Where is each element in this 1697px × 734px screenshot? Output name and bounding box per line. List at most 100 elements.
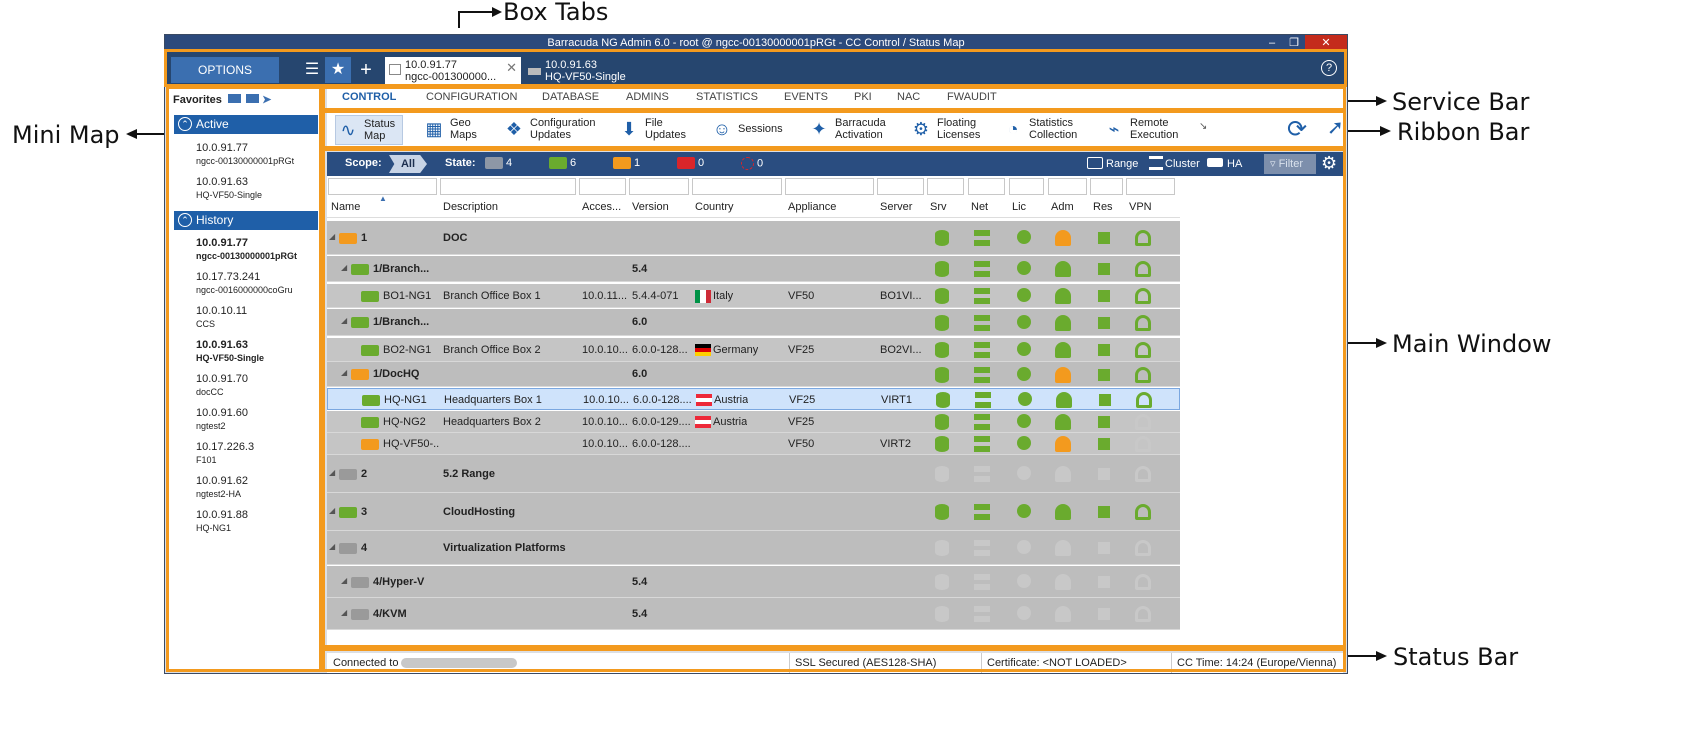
expand-toggle-icon[interactable]: ◢ (341, 607, 348, 617)
sidebar-box-entry[interactable]: 10.0.91.63 HQ-VF50-Single (196, 339, 264, 365)
column-header-adm[interactable]: Adm (1051, 201, 1074, 213)
license-status-icon[interactable] (1017, 574, 1031, 588)
license-status-icon[interactable] (1017, 230, 1031, 244)
restore-icon[interactable]: ❐ (1289, 37, 1299, 49)
expand-toggle-icon[interactable]: ◢ (341, 575, 348, 585)
ribbon-button-statistics-collection[interactable]: ◔ Statistics Collection (1001, 115, 1091, 145)
service-status-icon[interactable] (935, 504, 949, 520)
table-row[interactable]: ◢ 2 5.2 Range (327, 455, 1180, 493)
pin-icon[interactable]: ➤ (262, 94, 272, 106)
column-filter-input[interactable] (968, 178, 1005, 195)
service-status-icon[interactable] (935, 606, 949, 622)
table-row[interactable]: HQ-VF50-... 10.0.10... 6.0.0-128.... VF50 VI… (327, 433, 1180, 455)
state-unknown-filter[interactable]: 4 (485, 157, 512, 170)
admin-status-icon[interactable] (1055, 574, 1071, 590)
expand-toggle-icon[interactable]: ◢ (329, 505, 336, 515)
column-header-acces[interactable]: Acces... (582, 201, 622, 213)
service-tab-statistics[interactable]: STATISTICS (696, 91, 758, 103)
column-filter-input[interactable] (785, 178, 874, 195)
vpn-status-icon[interactable] (1135, 504, 1151, 520)
ha-icon[interactable] (1207, 158, 1223, 167)
scope-all-button[interactable]: All (389, 155, 427, 173)
state-ok-filter[interactable]: 6 (549, 157, 576, 170)
vpn-status-icon[interactable] (1135, 314, 1151, 331)
table-row[interactable]: ◢ 4/KVM 5.4 (327, 598, 1180, 630)
service-status-icon[interactable] (935, 261, 949, 277)
vpn-status-icon[interactable] (1135, 414, 1151, 430)
vpn-status-icon[interactable] (1135, 366, 1151, 383)
network-status-icon[interactable] (974, 466, 990, 482)
service-tab-control[interactable]: CONTROL (342, 91, 397, 103)
ribbon-expand-icon[interactable]: ↘ (1199, 121, 1208, 132)
column-filter-input[interactable] (328, 178, 437, 195)
column-filter-input[interactable] (1126, 178, 1175, 195)
network-status-icon[interactable] (974, 436, 990, 452)
ha-toggle[interactable]: HA (1227, 158, 1243, 170)
vpn-status-icon[interactable] (1135, 436, 1151, 452)
resource-status-icon[interactable] (1098, 368, 1110, 381)
admin-status-icon[interactable] (1055, 466, 1071, 482)
table-row[interactable]: ◢ 4/Hyper-V 5.4 (327, 566, 1180, 598)
admin-status-icon[interactable] (1055, 261, 1071, 277)
ribbon-button-sessions[interactable]: ☺ Sessions (710, 115, 800, 145)
resource-status-icon[interactable] (1098, 316, 1110, 329)
sidebar-box-entry[interactable]: 10.0.91.62 ngtest2-HA (196, 475, 248, 501)
network-status-icon[interactable] (974, 314, 990, 331)
column-filter-input[interactable] (579, 178, 626, 195)
ribbon-button-status-map[interactable]: ∿ Status Map (335, 115, 403, 145)
license-status-icon[interactable] (1017, 414, 1031, 428)
resource-status-icon[interactable] (1098, 542, 1110, 554)
service-tab-fwaudit[interactable]: FWAUDIT (947, 91, 997, 103)
remove-favorite-icon[interactable] (246, 94, 260, 103)
service-status-icon[interactable] (935, 288, 949, 304)
network-status-icon[interactable] (974, 366, 990, 383)
license-status-icon[interactable] (1017, 366, 1031, 381)
admin-status-icon[interactable] (1055, 230, 1071, 246)
column-filter-input[interactable] (927, 178, 964, 195)
cluster-toggle[interactable]: Cluster (1165, 158, 1200, 170)
history-section-header[interactable]: ⌃ History (174, 211, 318, 230)
resource-status-icon[interactable] (1099, 394, 1111, 406)
resource-status-icon[interactable] (1098, 232, 1110, 244)
vpn-status-icon[interactable] (1135, 466, 1151, 482)
expand-toggle-icon[interactable]: ◢ (341, 316, 348, 325)
cluster-icon[interactable] (1149, 156, 1163, 170)
network-status-icon[interactable] (974, 288, 990, 304)
minimize-icon[interactable]: – (1268, 37, 1276, 49)
vpn-status-icon[interactable] (1135, 230, 1151, 246)
add-favorite-icon[interactable] (227, 94, 241, 103)
admin-status-icon[interactable] (1055, 366, 1071, 383)
column-header-appliance[interactable]: Appliance (788, 201, 837, 213)
state-warning-filter[interactable]: 1 (613, 157, 640, 170)
network-status-icon[interactable] (974, 574, 990, 590)
service-tab-configuration[interactable]: CONFIGURATION (426, 91, 518, 103)
options-button[interactable]: OPTIONS (171, 57, 279, 83)
vpn-status-icon[interactable] (1135, 540, 1151, 556)
license-status-icon[interactable] (1017, 288, 1031, 302)
table-row[interactable]: ◢ 1/DocHQ 6.0 (327, 362, 1180, 387)
service-status-icon[interactable] (935, 466, 949, 482)
column-header-vpn[interactable]: VPN (1129, 201, 1152, 213)
column-header-net[interactable]: Net (971, 201, 989, 213)
service-tab-events[interactable]: EVENTS (784, 91, 829, 103)
column-header-description[interactable]: Description (443, 201, 499, 213)
resource-status-icon[interactable] (1098, 468, 1110, 480)
admin-status-icon[interactable] (1055, 540, 1071, 556)
sidebar-box-entry[interactable]: 10.0.91.63 HQ-VF50-Single (196, 176, 262, 202)
license-status-icon[interactable] (1017, 606, 1031, 620)
ribbon-button-configuration-updates[interactable]: ❖ Configuration Updates (502, 115, 596, 145)
box-tab-2[interactable]: 10.0.91.63 HQ-VF50-Single (525, 57, 645, 84)
service-status-icon[interactable] (935, 342, 949, 358)
column-filter-input[interactable] (1009, 178, 1044, 195)
expand-toggle-icon[interactable]: ◢ (329, 467, 336, 477)
admin-status-icon[interactable] (1055, 342, 1071, 358)
column-header-server[interactable]: Server (880, 201, 913, 213)
service-status-icon[interactable] (935, 230, 949, 246)
expand-toggle-icon[interactable]: ◢ (329, 541, 336, 551)
options-menu-icon[interactable]: ☰ (304, 61, 320, 78)
admin-status-icon[interactable] (1055, 314, 1071, 331)
column-header-srv[interactable]: Srv (930, 201, 947, 213)
vpn-status-icon[interactable] (1135, 261, 1151, 277)
sidebar-box-entry[interactable]: 10.17.73.241 ngcc-0016000000coGru (196, 271, 293, 297)
license-status-icon[interactable] (1017, 504, 1031, 518)
